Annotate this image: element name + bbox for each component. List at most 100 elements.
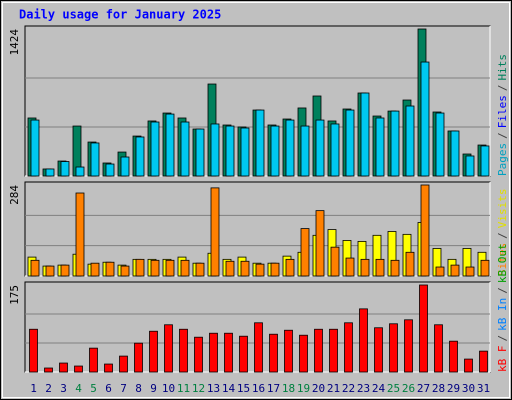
x-tick-label: 3 (60, 382, 67, 395)
x-tick-label: 31 (477, 382, 490, 395)
bar (314, 328, 323, 373)
bar (90, 142, 100, 177)
bar (315, 119, 325, 177)
legend-entry: Pages (496, 143, 509, 176)
bar (374, 327, 383, 373)
bar (194, 336, 203, 373)
legend-entry: kB Out (496, 243, 509, 283)
bar (44, 367, 53, 373)
bar (465, 155, 475, 177)
bar (75, 192, 85, 277)
x-tick-label: 17 (267, 382, 280, 395)
bar (165, 113, 175, 177)
bar (300, 125, 310, 177)
x-tick-label: 25 (387, 382, 400, 395)
bar (134, 342, 143, 373)
legend-entry: / (496, 335, 509, 342)
bar (255, 109, 265, 177)
bar (330, 246, 340, 277)
bar (60, 264, 70, 277)
bar (45, 265, 55, 277)
bar (479, 350, 488, 373)
x-tick-label: 6 (105, 382, 112, 395)
bar (165, 259, 175, 277)
bar (405, 105, 415, 177)
bar (330, 123, 340, 177)
bar (240, 260, 250, 277)
legend-entry: / (496, 132, 509, 139)
bar (270, 262, 280, 277)
x-tick-label: 10 (162, 382, 175, 395)
bar (420, 61, 430, 177)
x-tick-label: 27 (417, 382, 430, 395)
x-tick-label: 29 (447, 382, 460, 395)
x-tick-label: 13 (207, 382, 220, 395)
bar (149, 330, 158, 373)
bar (284, 329, 293, 373)
bar (464, 358, 473, 373)
bar (150, 259, 160, 277)
bar (270, 125, 280, 177)
bar (390, 110, 400, 177)
bar (315, 210, 325, 277)
bar (360, 92, 370, 177)
chart-title: Daily usage for January 2025 (19, 8, 221, 22)
y-tick-label: 1424 (8, 29, 21, 56)
bar (224, 332, 233, 373)
bar (434, 324, 443, 373)
bar (300, 228, 310, 277)
bar (60, 161, 70, 177)
bar (105, 261, 115, 277)
x-tick-label: 1 (30, 382, 37, 395)
bar (120, 156, 130, 177)
bar (30, 119, 40, 177)
bar (450, 264, 460, 277)
x-tick-label: 7 (120, 382, 127, 395)
bar (405, 251, 415, 277)
bar (285, 119, 295, 177)
bar (345, 257, 355, 277)
y-tick-label: 175 (8, 285, 21, 305)
x-tick-label: 26 (402, 382, 415, 395)
legend-entry: Files (496, 95, 509, 128)
bar (225, 260, 235, 277)
bar (269, 333, 278, 373)
legend-entry: Sites (496, 243, 509, 276)
bar (45, 168, 55, 177)
bar (420, 184, 430, 277)
x-tick-label: 16 (252, 382, 265, 395)
legend-entry: kB F (496, 346, 509, 373)
bar (285, 258, 295, 277)
bar (239, 335, 248, 373)
x-tick-label: 8 (135, 382, 142, 395)
bar (195, 128, 205, 177)
bar (89, 347, 98, 373)
bar (299, 334, 308, 373)
x-tick-label: 12 (192, 382, 205, 395)
bar (180, 259, 190, 277)
bar (450, 130, 460, 177)
legend-entry: Visits (496, 189, 509, 229)
legend-entry: / (496, 287, 509, 294)
bar (164, 324, 173, 373)
x-tick-label: 9 (150, 382, 157, 395)
bar (59, 362, 68, 373)
bar (465, 266, 475, 277)
bar (29, 328, 38, 373)
bar (210, 123, 220, 177)
y-tick-label: 284 (8, 185, 21, 205)
bar (105, 163, 115, 177)
x-tick-label: 22 (342, 382, 355, 395)
x-tick-label: 4 (75, 382, 82, 395)
x-tick-label: 15 (237, 382, 250, 395)
bar (449, 340, 458, 373)
bar (240, 127, 250, 177)
legend: Sites / Visits (496, 189, 509, 277)
legend-entry: / (496, 85, 509, 92)
bar (390, 259, 400, 277)
bar (254, 322, 263, 373)
bar (345, 109, 355, 177)
legend-entry: Hits (496, 54, 509, 81)
